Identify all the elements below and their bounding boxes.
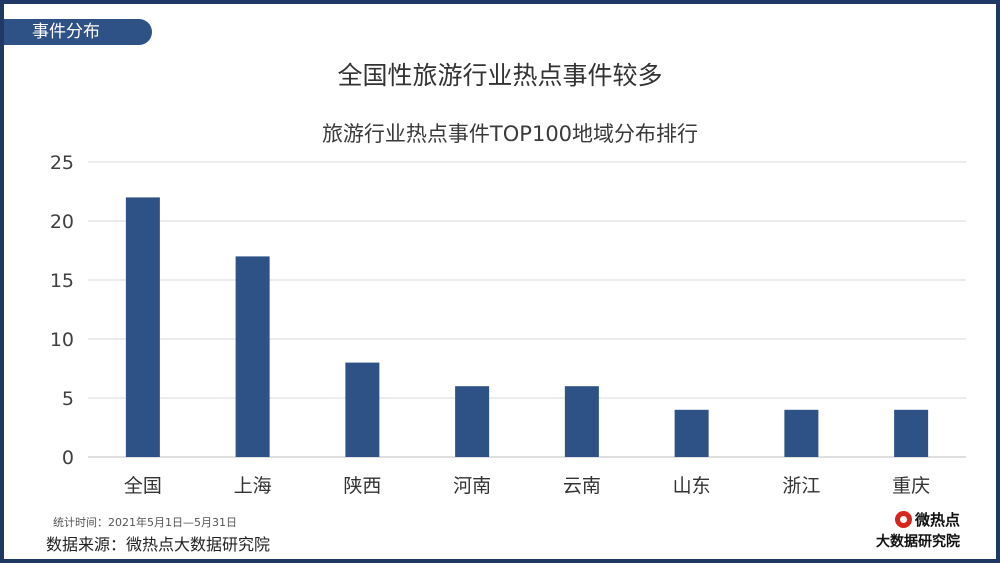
x-category-label: 上海 [234, 475, 272, 497]
bar-chart: 0 5 10 15 20 25 全国 上海 陕西 河南 云南 山东 浙江 重庆 [50, 152, 966, 497]
x-category-label: 陕西 [343, 475, 381, 497]
bar [784, 409, 819, 457]
logo-top-row: 微热点 [894, 509, 960, 530]
statistics-period-note: 统计时间：2021年5月1日—5月31日 [53, 516, 237, 529]
bar [455, 386, 490, 457]
logo-subtitle: 大数据研究院 [876, 534, 960, 550]
chart-title: 旅游行业热点事件TOP100地域分布排行 [321, 122, 699, 146]
section-tag: 事件分布 [4, 19, 152, 45]
x-category-label: 浙江 [782, 475, 820, 497]
bar [564, 386, 599, 457]
data-source-text: 数据来源：微热点大数据研究院 [46, 535, 271, 554]
logo-name: 微热点 [914, 511, 960, 529]
weibo-eye-icon [894, 511, 912, 528]
bar [125, 197, 160, 457]
y-tick-label: 0 [62, 447, 74, 469]
x-category-label: 全国 [124, 475, 162, 497]
bar [345, 362, 380, 457]
y-tick-label: 5 [62, 388, 74, 410]
x-category-label: 河南 [453, 475, 491, 497]
brand-logo: 微热点 大数据研究院 [850, 509, 960, 551]
x-category-label: 重庆 [892, 475, 930, 497]
y-tick-label: 20 [50, 211, 74, 233]
y-tick-label: 10 [50, 329, 74, 351]
page-title: 全国性旅游行业热点事件较多 [337, 61, 663, 90]
x-category-label: 山东 [673, 475, 711, 497]
bar [894, 409, 929, 457]
x-category-label: 云南 [563, 475, 601, 497]
y-tick-label: 25 [50, 152, 74, 174]
bar [674, 409, 709, 457]
y-tick-label: 15 [50, 270, 74, 292]
bar [235, 256, 270, 457]
